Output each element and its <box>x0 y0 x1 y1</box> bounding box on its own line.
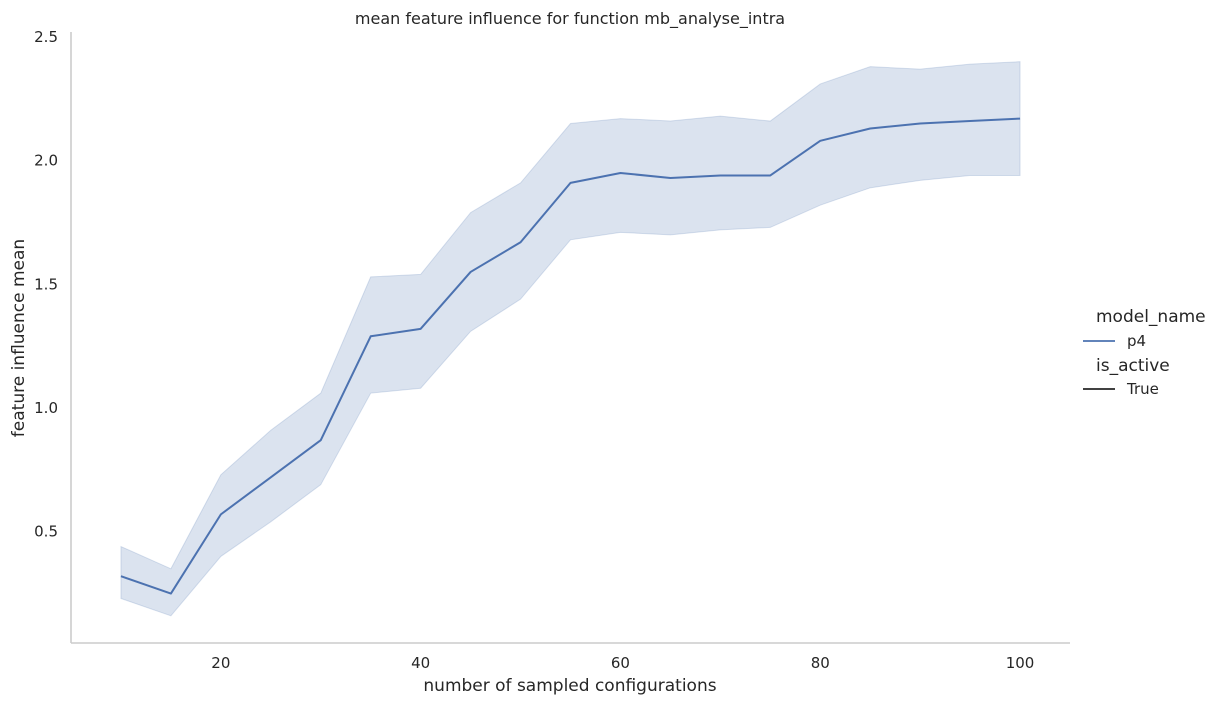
x-tick-label: 40 <box>411 654 430 672</box>
legend-style-title: is_active <box>1096 356 1170 376</box>
x-tick-labels: 20 40 60 80 100 <box>211 654 1034 672</box>
legend-entry-p4: p4 <box>1127 332 1146 350</box>
x-tick-label: 20 <box>211 654 230 672</box>
y-tick-label: 1.0 <box>34 399 58 417</box>
legend-entry-true: True <box>1126 380 1159 398</box>
x-axis-label: number of sampled configurations <box>423 676 716 696</box>
x-tick-label: 60 <box>611 654 630 672</box>
y-tick-label: 2.0 <box>34 152 58 170</box>
y-tick-label: 2.5 <box>34 28 58 46</box>
chart-title: mean feature influence for function mb_a… <box>355 9 785 29</box>
series-line-p4 <box>120 117 1021 595</box>
legend-hue-title: model_name <box>1096 307 1206 327</box>
x-tick-label: 100 <box>1006 654 1035 672</box>
y-tick-labels: 0.5 1.0 1.5 2.0 2.5 <box>34 28 58 541</box>
x-tick-label: 80 <box>811 654 830 672</box>
y-tick-label: 0.5 <box>34 523 58 541</box>
y-axis-label: feature influence mean <box>9 239 29 437</box>
legend: model_name p4 is_active True <box>1083 307 1206 398</box>
series-line-layer <box>120 117 1021 595</box>
ci-band-p4 <box>120 61 1021 617</box>
y-tick-label: 1.5 <box>34 275 58 293</box>
confidence-band-layer <box>120 61 1021 617</box>
